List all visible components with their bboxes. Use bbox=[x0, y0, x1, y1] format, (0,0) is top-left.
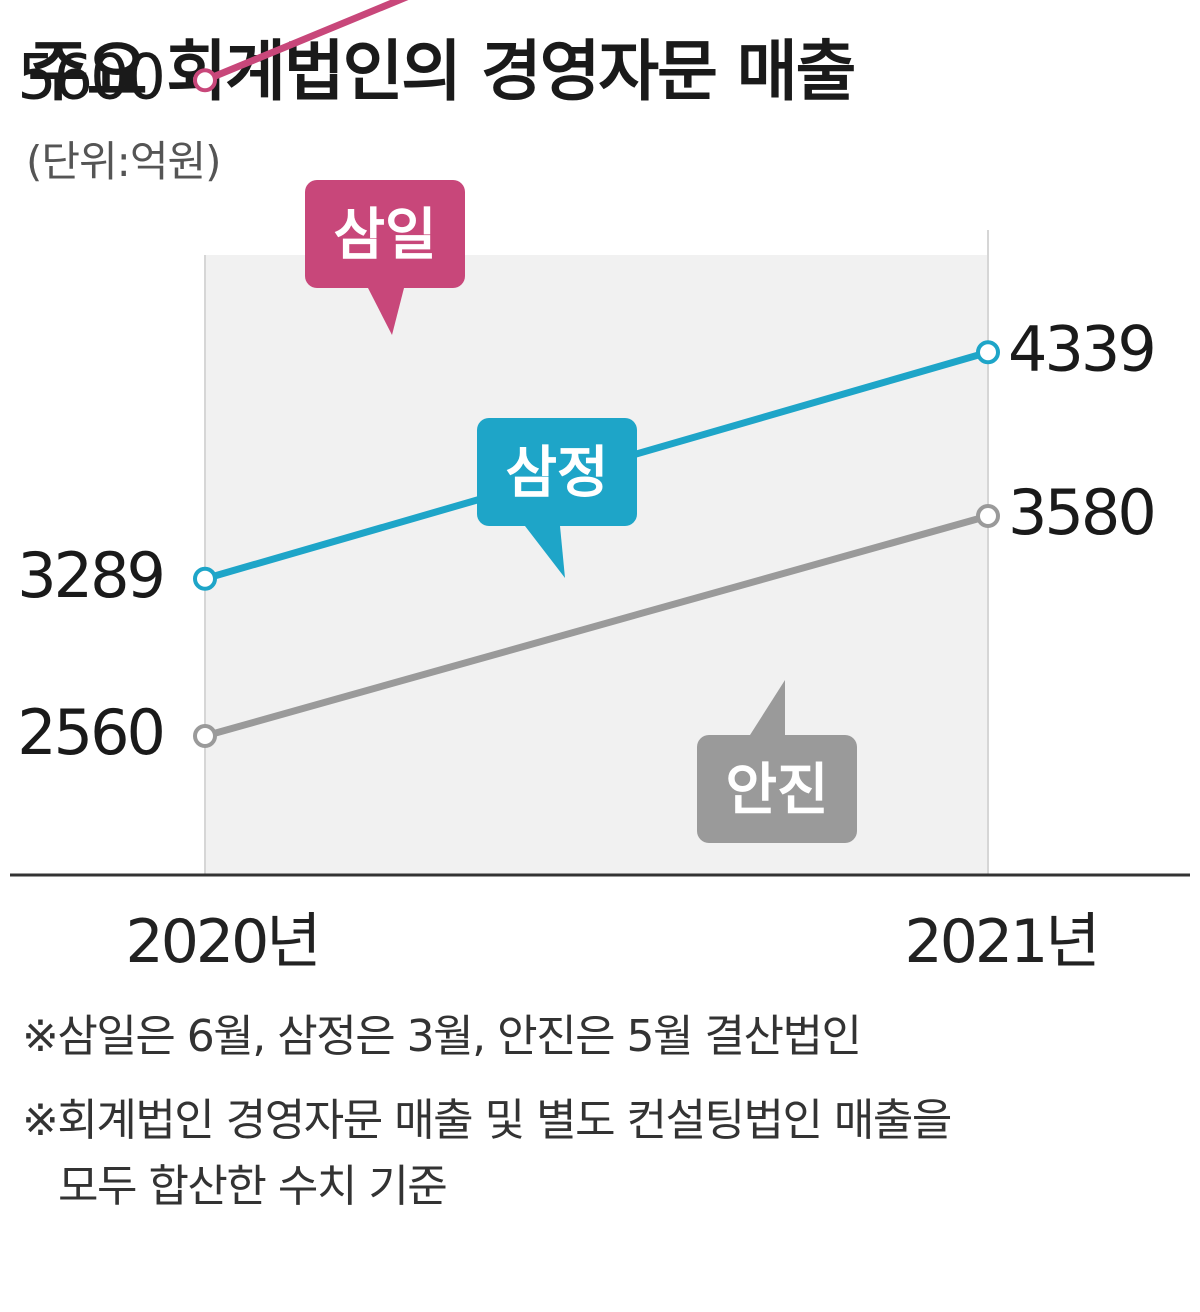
chart-title: 주요 회계법인의 경영자문 매출 bbox=[28, 33, 856, 110]
series-label-삼정: 삼정 bbox=[505, 441, 608, 506]
series-label-삼일: 삼일 bbox=[333, 203, 436, 268]
callout-tail-안진 bbox=[750, 680, 785, 735]
value-label-안진-2021년: 3580 bbox=[1008, 476, 1154, 549]
plot-background-band bbox=[205, 255, 988, 875]
data-point-삼일-2020년 bbox=[193, 68, 217, 93]
data-point-안진-2021년 bbox=[976, 503, 1000, 528]
series-line-삼일 bbox=[201, 0, 409, 84]
data-point-삼정-2020년 bbox=[193, 566, 217, 591]
value-label-삼일-2020년: 5600 bbox=[17, 40, 163, 113]
unit-label: (단위:억원) bbox=[26, 137, 221, 186]
series-line-안진 bbox=[201, 512, 992, 740]
value-label-삼정-2021년: 4339 bbox=[1008, 312, 1154, 385]
footnote-fiscal-year: ※삼일은 6월, 삼정은 3월, 안진은 5월 결산법인 bbox=[22, 1011, 862, 1062]
series-label-안진: 안진 bbox=[725, 758, 828, 823]
callout-box-안진 bbox=[697, 735, 857, 843]
line-chart: 2020년2021년56007100삼일32894339삼정25603580안진 bbox=[10, 0, 1190, 977]
data-point-안진-2020년 bbox=[193, 724, 217, 748]
data-point-삼정-2021년 bbox=[976, 340, 1000, 365]
value-label-안진-2020년: 2560 bbox=[17, 696, 163, 769]
callout-tail-삼정 bbox=[525, 526, 565, 578]
callout-box-삼정 bbox=[477, 418, 637, 526]
callout-box-삼일 bbox=[305, 180, 465, 288]
callout-tail-삼일 bbox=[368, 288, 404, 335]
footnote-basis-continued: 모두 합산한 수치 기준 bbox=[58, 1161, 448, 1212]
x-tick-label-2021년: 2021년 bbox=[905, 907, 1098, 977]
value-label-삼정-2020년: 3289 bbox=[17, 539, 163, 612]
x-tick-label-2020년: 2020년 bbox=[126, 907, 319, 977]
footnote-basis: ※회계법인 경영자문 매출 및 별도 컨설팅법인 매출을 bbox=[22, 1095, 952, 1146]
